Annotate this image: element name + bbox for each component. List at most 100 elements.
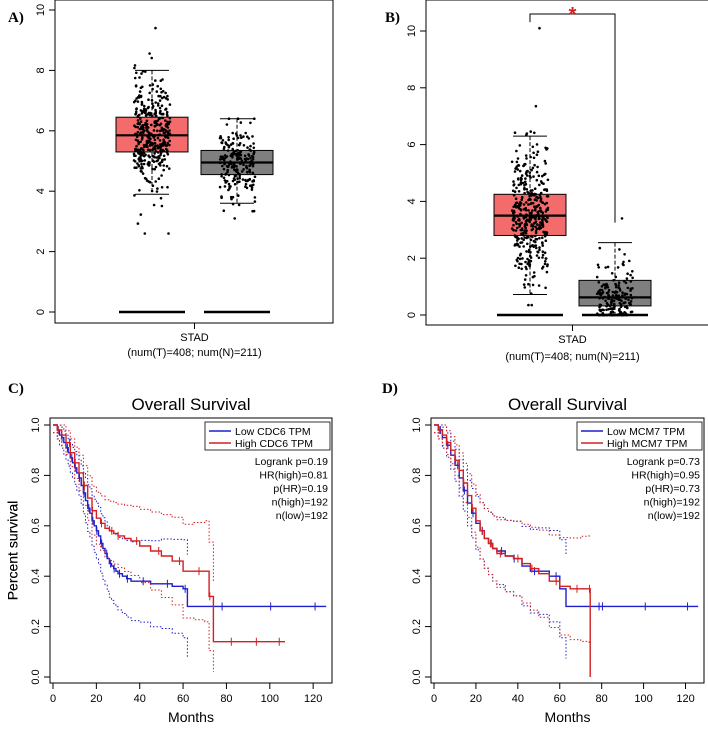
data-point xyxy=(618,248,621,251)
significance-star: * xyxy=(569,4,577,26)
data-point xyxy=(168,116,172,120)
data-point xyxy=(250,188,254,191)
data-point xyxy=(518,144,522,147)
y-tick-label: 10 xyxy=(406,25,418,37)
data-point xyxy=(166,120,169,124)
stat-text: p(HR)=0.19 xyxy=(273,483,328,495)
data-point xyxy=(515,165,519,168)
data-point xyxy=(532,239,536,243)
data-point xyxy=(541,236,544,239)
data-point xyxy=(520,267,523,271)
data-point xyxy=(139,213,143,216)
data-point xyxy=(148,52,151,55)
data-point xyxy=(530,292,533,296)
data-point xyxy=(522,245,525,248)
data-point xyxy=(518,223,522,226)
data-point xyxy=(614,290,618,293)
data-point xyxy=(246,179,249,183)
data-point xyxy=(154,147,157,150)
data-point xyxy=(526,218,529,222)
data-point xyxy=(166,185,169,189)
data-point xyxy=(140,166,143,169)
x-tick-label: 100 xyxy=(634,693,652,705)
data-point xyxy=(159,196,163,200)
data-point xyxy=(248,177,252,181)
data-point xyxy=(529,259,533,263)
data-point xyxy=(164,107,168,111)
confidence-band-upper xyxy=(53,424,214,582)
data-point xyxy=(166,98,169,101)
data-point xyxy=(249,149,252,152)
km-series-high xyxy=(434,424,591,677)
data-point xyxy=(237,203,241,207)
data-point xyxy=(145,124,148,128)
data-point xyxy=(161,144,165,147)
x-tick-label: 20 xyxy=(90,693,102,705)
data-point xyxy=(523,191,526,195)
data-point xyxy=(533,244,537,247)
data-point xyxy=(232,150,235,154)
data-point xyxy=(517,183,521,187)
data-point xyxy=(225,164,229,168)
data-point xyxy=(601,291,605,294)
data-point xyxy=(144,108,148,111)
data-point xyxy=(516,259,519,263)
data-point xyxy=(535,178,539,182)
data-point xyxy=(136,115,140,118)
data-point xyxy=(159,112,162,115)
data-point xyxy=(531,209,534,212)
y-tick-label: 0.4 xyxy=(411,569,423,584)
data-point xyxy=(542,173,546,176)
data-point xyxy=(134,138,138,142)
data-point xyxy=(534,104,538,108)
data-point xyxy=(155,156,158,159)
data-point xyxy=(148,91,151,95)
data-point xyxy=(622,260,625,264)
data-point xyxy=(516,256,520,260)
data-point xyxy=(161,78,164,81)
data-point xyxy=(523,286,527,289)
data-point xyxy=(544,257,548,260)
data-point xyxy=(524,260,527,264)
boxplot-panel-b: B) 0 2 4 6 8 10 STAD (num(T)=408; num(N)=211) * xyxy=(385,0,708,363)
data-point xyxy=(595,275,599,279)
data-point xyxy=(222,167,226,171)
data-point xyxy=(607,291,610,294)
data-point xyxy=(231,142,235,145)
data-point xyxy=(614,283,618,287)
data-point xyxy=(523,236,526,239)
data-point xyxy=(623,253,626,256)
data-point xyxy=(625,277,629,280)
data-point xyxy=(162,168,165,172)
data-point xyxy=(600,288,604,292)
data-point xyxy=(229,143,233,146)
stat-text: HR(high)=0.95 xyxy=(631,470,700,482)
data-point xyxy=(151,114,154,118)
data-point xyxy=(606,286,610,289)
data-point xyxy=(538,246,541,249)
data-point xyxy=(155,190,159,193)
data-point xyxy=(519,252,523,256)
data-point xyxy=(526,262,529,266)
data-point xyxy=(526,242,529,246)
data-point xyxy=(524,206,527,210)
data-point xyxy=(152,129,156,132)
confidence-band-lower xyxy=(53,432,188,659)
data-point xyxy=(512,194,516,197)
data-point xyxy=(136,119,140,122)
y-tick-label: 2 xyxy=(35,249,47,255)
y-tick-label: 4 xyxy=(406,198,418,204)
data-point xyxy=(541,267,544,270)
data-point xyxy=(146,139,150,143)
data-point xyxy=(537,284,541,287)
data-point xyxy=(538,193,542,197)
survival-panel-d: D) Overall Survival 0 20 40 60 80 100 120 0.0 0.2 0… xyxy=(5,381,705,725)
data-point xyxy=(235,154,238,157)
data-point xyxy=(151,159,155,162)
data-point xyxy=(529,189,533,192)
data-point xyxy=(520,237,523,240)
data-point xyxy=(543,233,547,237)
boxplot-panel-a: A) 0 2 4 6 8 10 STAD (num(T)=408; num(N)=211) xyxy=(8,0,334,359)
data-point xyxy=(518,257,522,261)
data-point xyxy=(139,94,143,98)
